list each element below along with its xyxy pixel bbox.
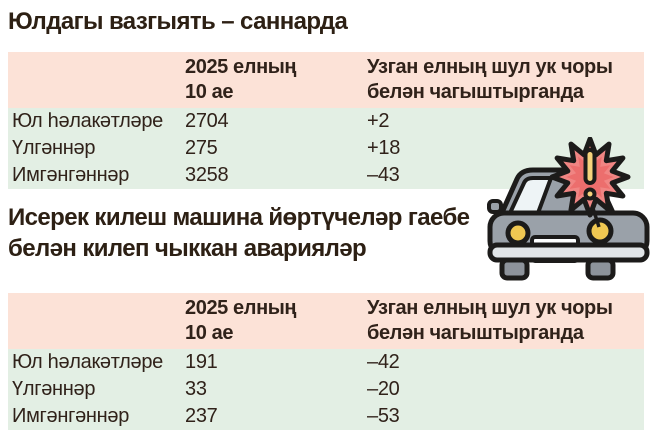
value-cell: 237 <box>185 405 218 427</box>
car-crash-icon <box>487 137 650 281</box>
value-cell: 3258 <box>185 164 229 186</box>
header-period-cell: 2025 елның 10 ае <box>185 56 297 103</box>
drunk-driving-accidents-table: 2025 елның 10 ае Узган елның шул ук чоры… <box>8 293 644 430</box>
table-row: Үлгәннәр 275 +18 <box>8 135 644 162</box>
change-cell: +18 <box>367 137 401 159</box>
table-row: Юл һәлакәтләре 2704 +2 <box>8 108 644 135</box>
change-cell: –43 <box>367 164 400 186</box>
change-cell: +2 <box>367 110 390 132</box>
change-cell: –20 <box>367 378 400 400</box>
value-cell: 2704 <box>185 110 229 132</box>
section1-title: Юлдагы вазгыять – саннарда <box>8 8 348 35</box>
change-cell: –42 <box>367 351 400 373</box>
change-cell: –53 <box>367 405 400 427</box>
header-period-cell: 2025 елның 10 ае <box>185 297 297 344</box>
table-row: Юл һәлакәтләре 191 –42 <box>8 349 644 376</box>
header-comparison-cell: Узган елның шул ук чоры белән чагыштырга… <box>367 56 613 103</box>
header-comparison-cell: Узган елның шул ук чоры белән чагыштырга… <box>367 297 613 344</box>
value-cell: 191 <box>185 351 218 373</box>
table-body: Юл һәлакәтләре 191 –42 Үлгәннәр 33 –20 И… <box>8 349 644 430</box>
table-header-row: 2025 елның 10 ае Узган елның шул ук чоры… <box>8 293 644 349</box>
table-header-row: 2025 елның 10 ае Узган елның шул ук чоры… <box>8 52 644 108</box>
section2-title: Исерек килеш машина йөртүчеләр гаебе бел… <box>8 204 470 262</box>
table-row: Имгәнгәннәр 237 –53 <box>8 403 644 430</box>
value-cell: 275 <box>185 137 218 159</box>
table-row: Үлгәннәр 33 –20 <box>8 376 644 403</box>
value-cell: 33 <box>185 378 207 400</box>
table-row: Имгәнгәннәр 3258 –43 <box>8 162 644 189</box>
